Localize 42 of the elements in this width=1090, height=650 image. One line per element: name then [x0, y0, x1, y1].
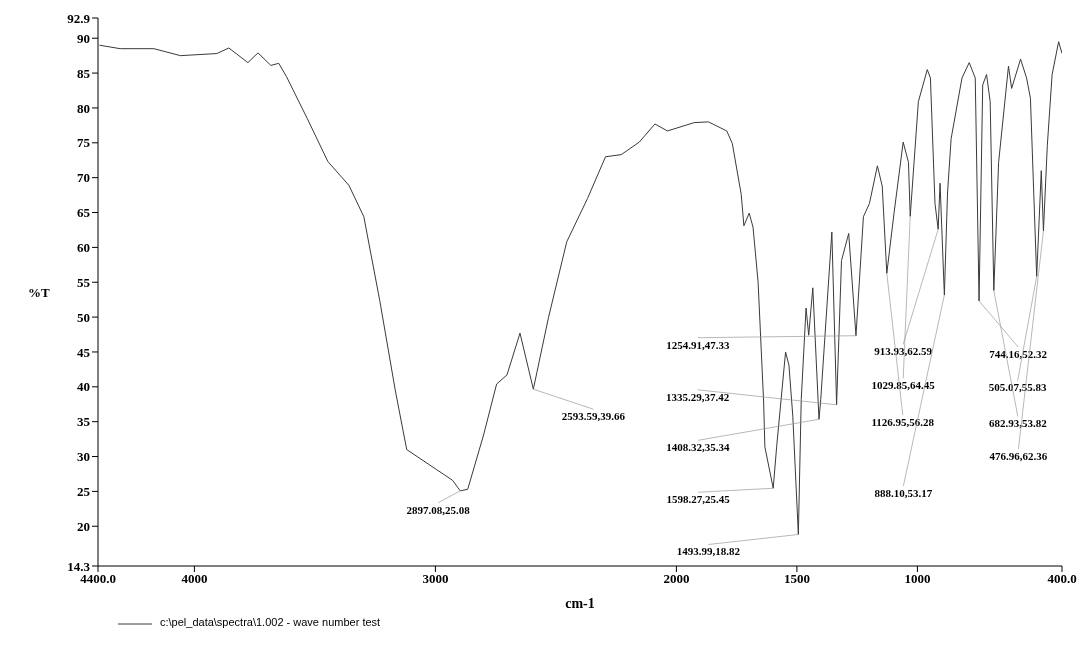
annotation: 913.93,62.59	[874, 345, 933, 358]
annotation: 476.96,62.36	[989, 449, 1048, 462]
y-tick-label: 30	[77, 449, 90, 465]
annotation: 1408.32,35.34	[666, 441, 731, 454]
annotation: 744.16,52.32	[989, 347, 1048, 360]
y-tick-label: 75	[77, 135, 91, 151]
y-tick-label: 90	[77, 30, 90, 46]
y-tick-label: 45	[77, 344, 91, 360]
y-tick-label: 65	[77, 205, 91, 221]
y-tick-label: 20	[77, 518, 90, 534]
x-tick-label: 1500	[783, 571, 810, 587]
annotation: 2897.08,25.08	[406, 503, 471, 516]
x-tick-label: 3000	[422, 571, 449, 587]
y-tick-label: 85	[77, 65, 91, 81]
annotation: 1598.27,25.45	[666, 493, 731, 506]
x-tick-label: 400.0	[1047, 571, 1077, 587]
x-tick-label: 4000	[181, 571, 208, 587]
y-tick-label: 25	[77, 484, 91, 500]
x-tick-label: 2000	[663, 571, 690, 587]
y-tick-label: 70	[77, 170, 90, 186]
annotation: 2593.59,39.66	[561, 410, 626, 423]
y-tick-label: 60	[77, 239, 90, 255]
annotation: 1493.99,18.82	[676, 545, 741, 558]
y-tick-label: 40	[77, 379, 90, 395]
y-tick-label: 92.9	[67, 10, 91, 26]
legend-label: c:\pel_data\spectra\1.002 - wave number test	[160, 616, 381, 628]
y-axis-title: %T	[28, 284, 50, 300]
annotation: 1254.91,47.33	[666, 338, 731, 351]
annotation: 1029.85,64.45	[871, 379, 936, 392]
annotation: 682.93,53.82	[988, 417, 1048, 430]
y-tick-label: 14.3	[67, 558, 91, 574]
y-tick-label: 55	[77, 274, 91, 290]
x-tick-label: 4400.0	[80, 571, 116, 587]
annotation: 1126.95,56.28	[871, 416, 935, 429]
y-tick-label: 80	[77, 100, 90, 116]
annotation: 505.07,55.83	[988, 381, 1048, 394]
y-tick-label: 50	[77, 309, 90, 325]
annotation: 888.10,53.17	[874, 487, 933, 499]
y-tick-label: 35	[77, 414, 91, 430]
x-tick-label: 1000	[904, 571, 931, 587]
x-axis-title: cm-1	[565, 596, 595, 611]
annotation: 1335.29,37.42	[665, 390, 730, 403]
